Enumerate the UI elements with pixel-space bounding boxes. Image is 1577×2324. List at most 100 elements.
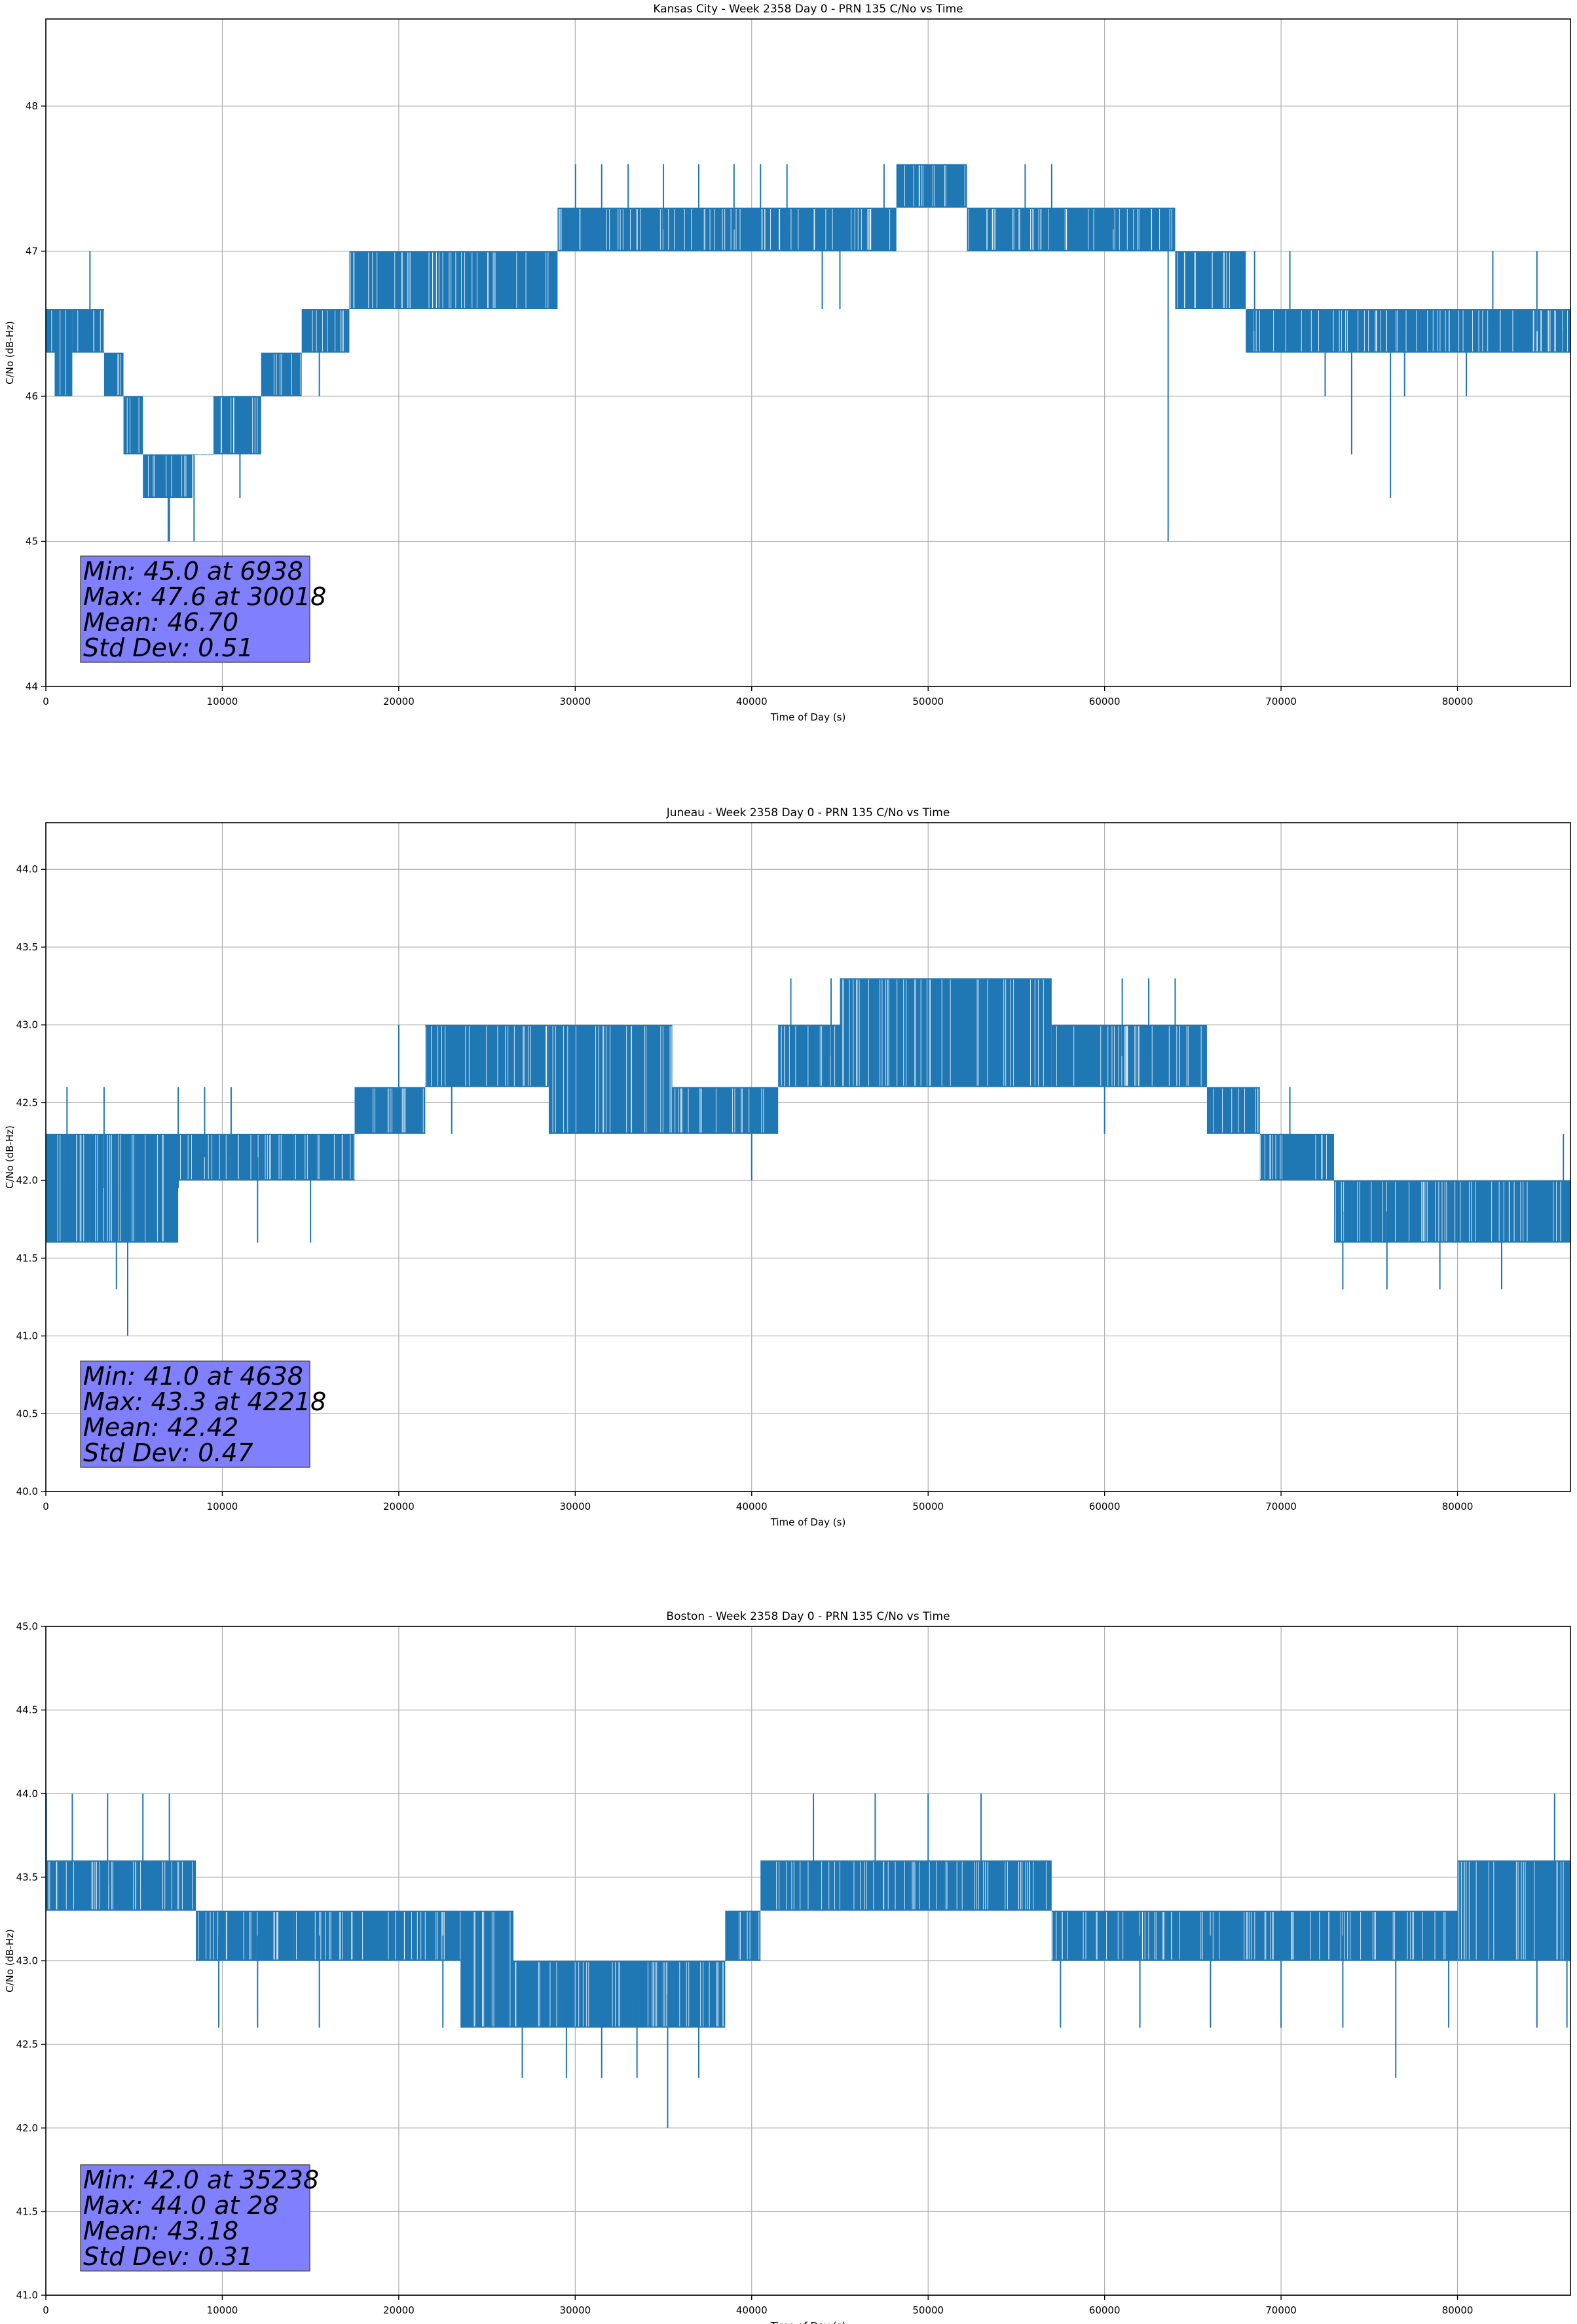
data-band bbox=[1051, 1024, 1207, 1087]
y-tick-label: 43.5 bbox=[16, 1871, 38, 1883]
x-tick-label: 0 bbox=[43, 696, 49, 707]
x-axis-label: Time of Day (s) bbox=[770, 1516, 846, 1528]
data-band bbox=[90, 1133, 179, 1243]
data-band bbox=[967, 207, 1176, 252]
data-band bbox=[293, 1133, 355, 1181]
y-tick-label: 42.0 bbox=[16, 1174, 38, 1186]
x-tick-label: 0 bbox=[43, 1501, 49, 1512]
stats-line: Max: 44.0 at 28 bbox=[83, 2191, 279, 2220]
data-band bbox=[460, 1910, 514, 2028]
x-tick-label: 50000 bbox=[912, 696, 944, 707]
data-band bbox=[213, 396, 261, 455]
y-tick-label: 41.0 bbox=[16, 2289, 38, 2301]
data-band bbox=[1457, 1860, 1570, 1961]
x-tick-label: 50000 bbox=[912, 1501, 944, 1512]
data-band bbox=[123, 396, 143, 455]
y-tick-label: 42.0 bbox=[16, 2122, 38, 2134]
x-tick-label: 20000 bbox=[383, 696, 415, 707]
y-tick-label: 40.5 bbox=[16, 1408, 38, 1419]
y-axis-label: C/No (dB-Hz) bbox=[4, 1125, 16, 1189]
data-band bbox=[1333, 1180, 1570, 1243]
y-tick-label: 46 bbox=[26, 390, 38, 402]
x-tick-label: 40000 bbox=[736, 2304, 768, 2316]
stats-line: Std Dev: 0.47 bbox=[83, 1438, 253, 1467]
stats-line: Max: 47.6 at 30018 bbox=[83, 582, 326, 611]
x-tick-label: 70000 bbox=[1265, 1501, 1297, 1512]
data-band bbox=[103, 352, 124, 396]
x-tick-label: 0 bbox=[43, 2304, 49, 2316]
data-band bbox=[72, 309, 104, 353]
y-tick-label: 48 bbox=[26, 100, 38, 112]
x-tick-label: 80000 bbox=[1442, 2304, 1474, 2316]
y-tick-label: 44.5 bbox=[16, 1704, 38, 1716]
series-cno bbox=[46, 164, 1570, 542]
x-tick-label: 40000 bbox=[736, 696, 768, 707]
data-band bbox=[301, 309, 350, 353]
data-band bbox=[725, 1910, 761, 1961]
stats-line: Std Dev: 0.51 bbox=[83, 633, 253, 662]
y-tick-label: 44.0 bbox=[16, 1788, 38, 1799]
data-band bbox=[815, 207, 897, 252]
y-tick-label: 47 bbox=[26, 245, 38, 257]
chart-2: 0 10000 20000 30000 40000 50000 60000 70000 8000… bbox=[4, 1610, 1571, 2324]
data-band bbox=[672, 1087, 779, 1134]
x-tick-label: 60000 bbox=[1089, 1501, 1121, 1512]
x-tick-label: 10000 bbox=[207, 1501, 238, 1512]
y-tick-label: 43.0 bbox=[16, 1955, 38, 1967]
data-band bbox=[46, 309, 55, 353]
x-tick-label: 30000 bbox=[559, 2304, 591, 2316]
data-band bbox=[54, 309, 73, 396]
data-band bbox=[143, 454, 193, 498]
data-band bbox=[1206, 1087, 1260, 1134]
x-tick-label: 70000 bbox=[1265, 696, 1297, 707]
x-tick-label: 30000 bbox=[559, 696, 591, 707]
x-tick-label: 50000 bbox=[912, 2304, 944, 2316]
x-axis-label: Time of Day (s) bbox=[770, 711, 846, 723]
chart-title: Juneau - Week 2358 Day 0 - PRN 135 C/No … bbox=[666, 806, 950, 819]
chart-title: Boston - Week 2358 Day 0 - PRN 135 C/No … bbox=[666, 1610, 950, 1623]
y-tick-label: 42.5 bbox=[16, 2038, 38, 2050]
x-tick-label: 80000 bbox=[1442, 1501, 1474, 1512]
x-tick-label: 20000 bbox=[383, 1501, 415, 1512]
x-tick-label: 40000 bbox=[736, 1501, 768, 1512]
stats-box-background bbox=[80, 2164, 310, 2272]
stats-line: Std Dev: 0.31 bbox=[83, 2242, 253, 2271]
x-tick-label: 10000 bbox=[207, 2304, 238, 2316]
data-band bbox=[349, 251, 558, 310]
data-band bbox=[760, 1860, 1052, 1911]
data-band bbox=[1246, 309, 1570, 353]
stats-line: Max: 43.3 at 42218 bbox=[83, 1387, 326, 1416]
x-tick-label: 60000 bbox=[1089, 2304, 1121, 2316]
y-tick-label: 44.0 bbox=[16, 863, 38, 875]
plot-frame bbox=[45, 822, 1571, 1492]
data-band bbox=[46, 1133, 90, 1243]
data-band bbox=[778, 1024, 840, 1087]
stats-box-background bbox=[80, 555, 310, 663]
data-band bbox=[231, 1133, 293, 1181]
chart-0: 0 10000 20000 30000 40000 50000 60000 70000 8000… bbox=[4, 3, 1571, 723]
y-axis-label: C/No (dB-Hz) bbox=[4, 321, 16, 384]
y-tick-label: 42.5 bbox=[16, 1096, 38, 1108]
stats-box-background bbox=[80, 1360, 310, 1468]
stats-line: Mean: 43.18 bbox=[83, 2217, 238, 2245]
stats-line: Min: 41.0 at 4638 bbox=[83, 1362, 303, 1391]
data-band bbox=[557, 207, 815, 252]
y-tick-label: 45 bbox=[26, 535, 38, 547]
stats-line: Mean: 46.70 bbox=[83, 608, 238, 637]
x-tick-label: 70000 bbox=[1265, 2304, 1297, 2316]
data-band bbox=[840, 978, 1052, 1087]
x-tick-label: 10000 bbox=[207, 696, 238, 707]
stats-line: Min: 42.0 at 35238 bbox=[83, 2165, 319, 2194]
y-tick-label: 41.5 bbox=[16, 2205, 38, 2217]
stats-line: Min: 45.0 at 6938 bbox=[83, 557, 303, 586]
x-axis-label: Time of Day (s) bbox=[770, 2320, 846, 2324]
y-tick-label: 41.5 bbox=[16, 1252, 38, 1264]
plot-frame bbox=[45, 18, 1571, 687]
series-cno bbox=[45, 1793, 1570, 2128]
y-tick-label: 43.5 bbox=[16, 941, 38, 953]
series-cno bbox=[46, 978, 1570, 1336]
stats-line: Mean: 42.42 bbox=[83, 1413, 238, 1442]
